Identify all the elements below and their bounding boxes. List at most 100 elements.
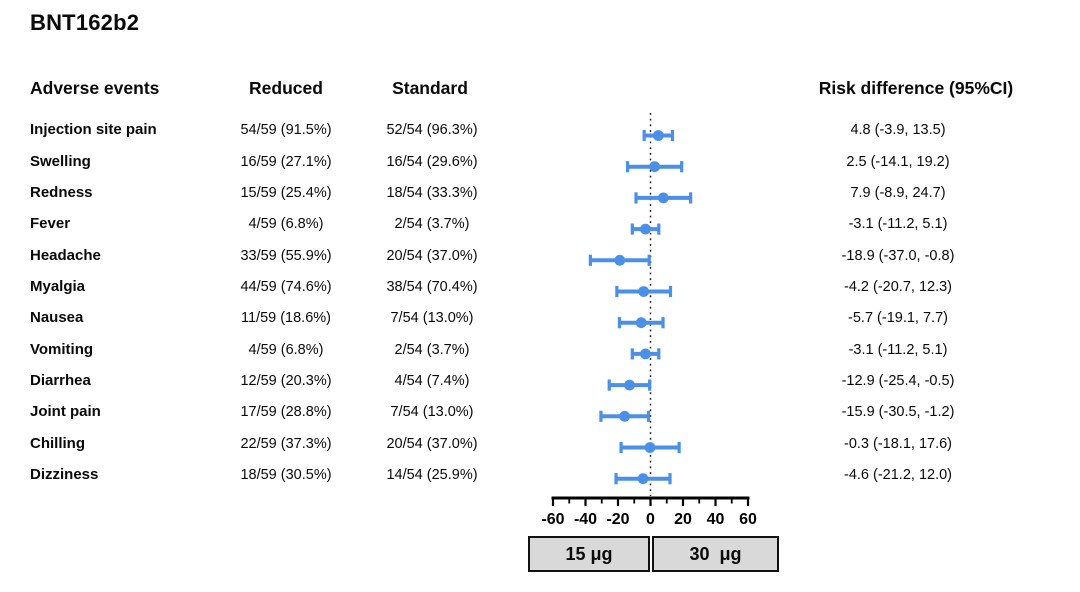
x-axis-tick-label: 60 <box>739 511 757 528</box>
reduced-dose-value: 12/59 (20.3%) <box>240 373 332 390</box>
standard-dose-value: 18/54 (33.3%) <box>386 185 478 201</box>
risk-difference-value: -0.3 (-18.1, 17.6) <box>844 435 952 452</box>
x-axis-tick-label: -60 <box>541 511 564 528</box>
standard-dose-value: 7/54 (13.0%) <box>390 310 474 327</box>
dose-legend-box-30ug: 30 μg <box>652 536 779 572</box>
standard-dose-value: 20/54 (37.0%) <box>386 435 478 452</box>
point-estimate-dot <box>638 286 650 297</box>
table-row: Joint pain 17/59 (28.8%) 7/54 (13.0%) -15.9… <box>0 402 1080 422</box>
table-row: Diarrhea 12/59 (20.3%) 4/54 (7.4%) -12.9 (-… <box>0 371 1080 391</box>
ci-marker-row <box>615 285 673 298</box>
standard-dose-value: 52/54 (96.3%) <box>386 122 478 139</box>
adverse-event-label: Fever <box>30 215 71 233</box>
adverse-event-label: Swelling <box>30 152 91 170</box>
standard-dose-value: 14/54 (25.9%) <box>386 467 478 484</box>
reduced-dose-value: 22/59 (37.3%) <box>240 435 332 452</box>
adverse-event-label: Vomiting <box>30 340 94 358</box>
standard-dose-value: 20/54 (37.0%) <box>386 247 478 264</box>
point-estimate-dot <box>652 130 664 141</box>
ci-markers <box>588 129 693 485</box>
risk-difference-value: -15.9 (-30.5, -1.2) <box>841 404 955 421</box>
x-axis: -60 -40 -20 0 20 40 60 <box>541 496 757 528</box>
risk-difference-value: -5.7 (-19.1, 7.7) <box>848 310 948 327</box>
reduced-dose-value: 33/59 (55.9%) <box>240 247 332 264</box>
point-estimate-dot <box>644 442 656 453</box>
table-row: Redness 15/59 (25.4%) 18/54 (33.3%) 7.9 (-8… <box>0 183 1080 203</box>
point-estimate-dot <box>635 317 647 329</box>
standard-dose-value: 7/54 (13.0%) <box>390 404 474 421</box>
table-row: Injection site pain 54/59 (91.5%) 52/54 (9… <box>0 120 1080 140</box>
point-estimate-dot <box>624 379 635 391</box>
ci-marker-row <box>619 441 681 454</box>
adverse-event-label: Redness <box>30 184 93 201</box>
dose-legend-box-15ug: 15 μg <box>528 536 650 572</box>
reduced-dose-value: 17/59 (28.8%) <box>240 404 332 421</box>
risk-difference-value: -3.1 (-11.2, 5.1) <box>848 341 948 358</box>
risk-difference-value: 4.8 (-3.9, 13.5) <box>850 122 946 139</box>
adverse-event-label: Joint pain <box>30 403 101 421</box>
adverse-event-label: Myalgia <box>30 278 86 296</box>
adverse-event-label: Headache <box>30 246 101 264</box>
standard-dose-value: 2/54 (3.7%) <box>394 216 470 233</box>
column-header-adverse-events: Adverse events <box>30 78 160 98</box>
adverse-event-label: Diarrhea <box>30 372 91 390</box>
point-estimate-dot <box>649 161 660 173</box>
risk-difference-value: 7.9 (-8.9, 24.7) <box>850 185 946 201</box>
ci-marker-row <box>642 129 675 142</box>
standard-dose-value: 2/54 (3.7%) <box>394 341 470 358</box>
reduced-dose-value: 11/59 (18.6%) <box>240 310 331 327</box>
point-estimate-dot <box>657 192 669 204</box>
page-title: BNT162b2 <box>30 10 140 35</box>
x-axis-tick-label: -40 <box>574 511 597 528</box>
reduced-dose-value: 16/59 (27.1%) <box>240 153 332 170</box>
ci-marker-row <box>625 161 684 173</box>
ci-marker-row <box>599 410 651 422</box>
standard-dose-value: 38/54 (70.4%) <box>386 279 478 296</box>
reduced-dose-value: 44/59 (74.6%) <box>240 279 332 296</box>
reduced-dose-value: 4/59 (6.8%) <box>248 341 324 358</box>
point-estimate-dot <box>637 473 649 485</box>
x-axis-tick-label: -20 <box>606 511 629 528</box>
table-row: Vomiting 4/59 (6.8%) 2/54 (3.7%) -3.1 (-11.… <box>0 340 1080 360</box>
table-row: Fever 4/59 (6.8%) 2/54 (3.7%) -3.1 (-11.2, … <box>0 214 1080 234</box>
reduced-dose-value: 54/59 (91.5%) <box>240 122 332 139</box>
column-header-reduced: Reduced <box>249 78 323 98</box>
x-axis-tick-label: 40 <box>707 511 725 528</box>
x-axis-tick-label: 0 <box>646 511 655 528</box>
reduced-dose-value: 15/59 (25.4%) <box>240 185 332 201</box>
adverse-event-label: Chilling <box>30 434 85 452</box>
ci-marker-row <box>588 254 651 266</box>
risk-difference-value: -12.9 (-25.4, -0.5) <box>841 373 955 390</box>
ci-marker-row <box>634 192 693 204</box>
ci-marker-row <box>617 317 665 329</box>
point-estimate-dot <box>619 410 631 422</box>
adverse-event-label: Dizziness <box>30 466 99 484</box>
table-row: Dizziness 18/59 (30.5%) 14/54 (25.9%) -4.6 … <box>0 465 1080 485</box>
reduced-dose-value: 4/59 (6.8%) <box>248 216 324 233</box>
risk-difference-value: -4.2 (-20.7, 12.3) <box>844 279 952 296</box>
table-row: Chilling 22/59 (37.3%) 20/54 (37.0%) -0.3 (… <box>0 434 1080 454</box>
risk-difference-value: -18.9 (-37.0, -0.8) <box>841 247 955 264</box>
table-row: Nausea 11/59 (18.6%) 7/54 (13.0%) -5.7 (-19… <box>0 308 1080 328</box>
x-axis-tick-label: 20 <box>674 511 692 528</box>
standard-dose-value: 16/54 (29.6%) <box>386 153 478 170</box>
standard-dose-value: 4/54 (7.4%) <box>394 373 470 390</box>
table-row: Headache 33/59 (55.9%) 20/54 (37.0%) -18.9 … <box>0 246 1080 266</box>
ci-marker-row <box>630 223 661 235</box>
point-estimate-dot <box>614 254 626 266</box>
point-estimate-dot <box>640 348 651 360</box>
table-row: Myalgia 44/59 (74.6%) 38/54 (70.4%) -4.2 (-… <box>0 277 1080 297</box>
column-header-risk-difference: Risk difference (95%CI) <box>818 78 1014 98</box>
adverse-event-label: Injection site pain <box>30 121 157 139</box>
risk-difference-value: 2.5 (-14.1, 19.2) <box>846 153 950 170</box>
risk-difference-value: -4.6 (-21.2, 12.0) <box>844 467 952 484</box>
reduced-dose-value: 18/59 (30.5%) <box>240 467 332 484</box>
adverse-event-label: Nausea <box>30 309 84 327</box>
column-header-standard: Standard <box>392 78 468 98</box>
table-row: Swelling 16/59 (27.1%) 16/54 (29.6%) 2.5 (-… <box>0 152 1080 172</box>
risk-difference-value: -3.1 (-11.2, 5.1) <box>848 216 948 233</box>
point-estimate-dot <box>640 223 651 235</box>
ci-marker-row <box>614 473 672 485</box>
